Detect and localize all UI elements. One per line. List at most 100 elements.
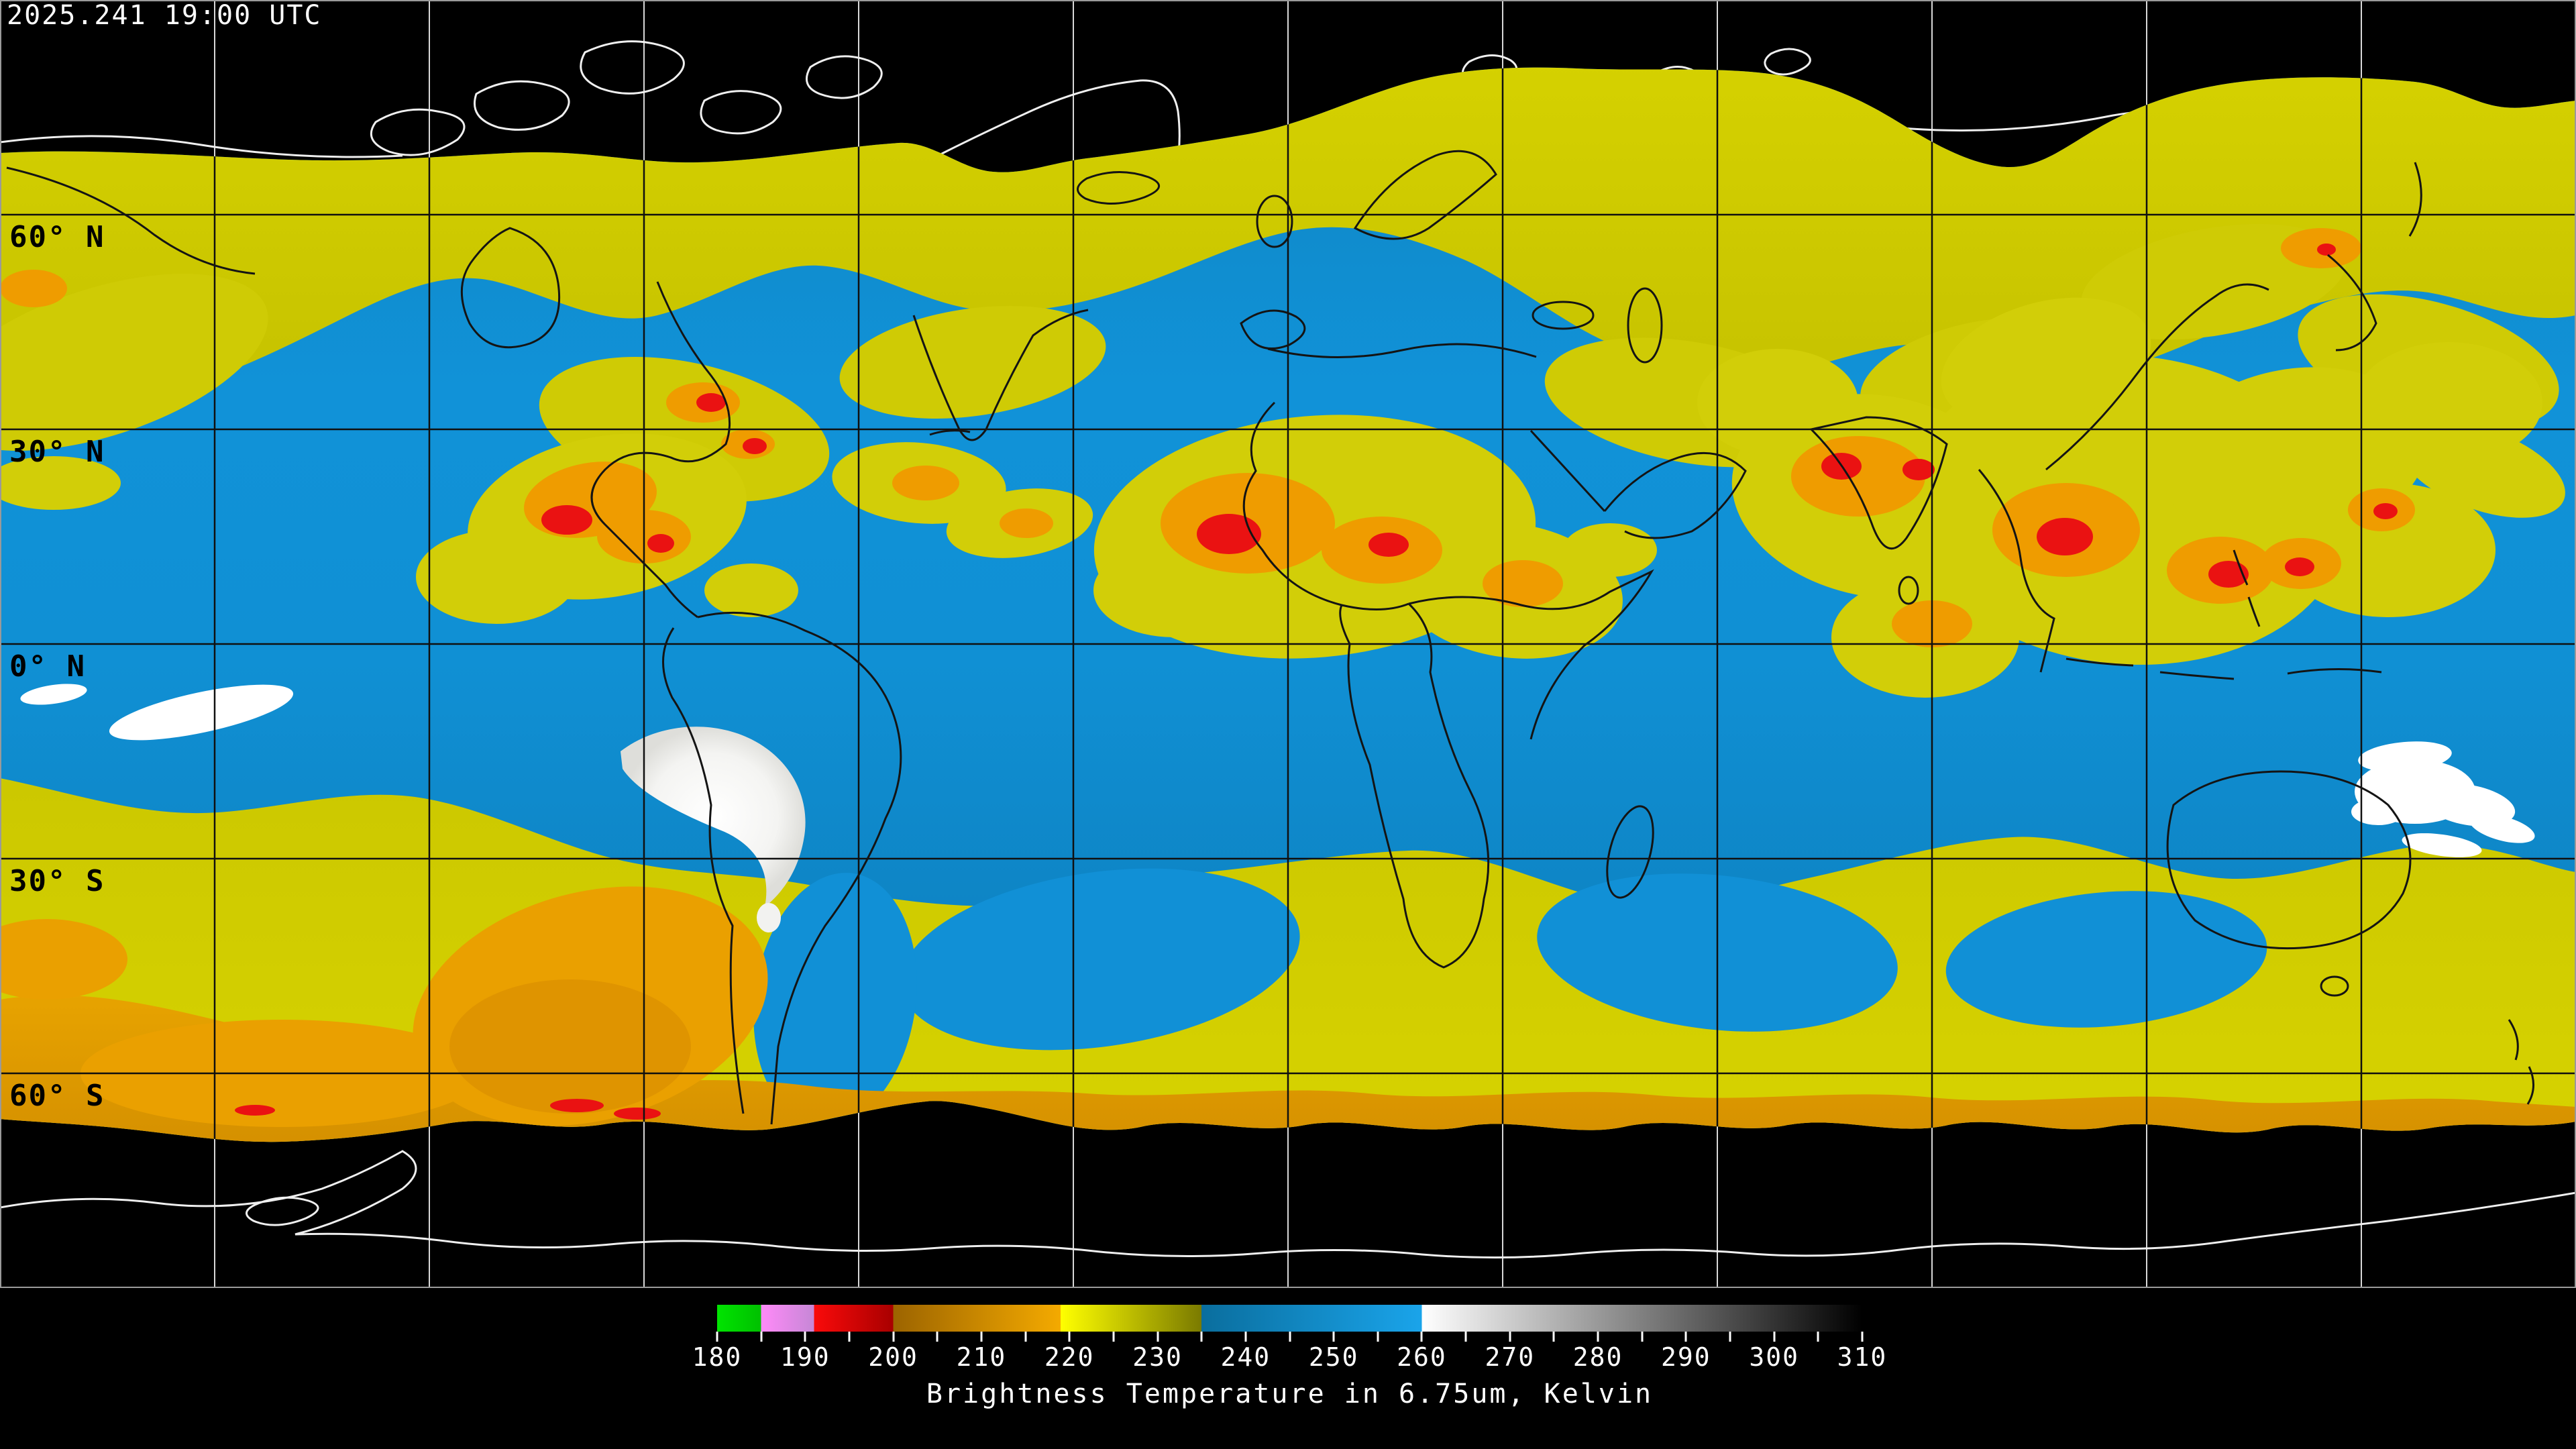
coastline-arabia — [1603, 451, 1747, 539]
colorbar-tick — [892, 1332, 895, 1342]
coastline-madagascar — [1606, 805, 1654, 899]
coastline-north-america-east — [590, 281, 731, 619]
colorbar-tick — [1420, 1332, 1423, 1342]
world-map-canvas — [0, 0, 2576, 1289]
colorbar-tick-label: 240 — [1220, 1342, 1271, 1372]
colorbar-tick-label: 190 — [780, 1342, 830, 1372]
colorbar-tick — [848, 1332, 851, 1342]
coastline-sri-lanka — [1898, 576, 1919, 605]
coastline-alaska-north — [0, 135, 403, 158]
coastline-mediterranean — [1267, 343, 1537, 359]
latitude-label: 60° N — [9, 220, 105, 254]
colorbar-tick-label: 250 — [1308, 1342, 1359, 1372]
colorbar-tick-label: 200 — [868, 1342, 918, 1372]
colorbar-tick-label: 290 — [1661, 1342, 1711, 1372]
coastline-australia — [2166, 770, 2412, 950]
colorbar-tick — [716, 1332, 718, 1342]
latitude-label: 0° N — [9, 649, 86, 684]
colorbar-tick — [1684, 1332, 1687, 1342]
coastline-africa-horn — [1408, 569, 1654, 740]
coastline-arctic-island — [1764, 48, 1811, 76]
colorbar-tick — [1817, 1332, 1819, 1342]
coastline-iceland — [1077, 171, 1160, 205]
colorbar-tick-label: 270 — [1485, 1342, 1536, 1372]
colorbar-tick-label: 260 — [1397, 1342, 1447, 1372]
colorbar-gradient — [717, 1305, 1862, 1332]
latitude-label: 30° S — [9, 864, 105, 898]
coastline-red-sea — [1529, 429, 1606, 513]
coastline-philippines — [2233, 549, 2261, 627]
coastline-indochina — [1978, 469, 2055, 673]
coastline-arctic-island — [805, 55, 883, 99]
coastline-tasmania — [2320, 975, 2349, 997]
latitude-label: 30° N — [9, 435, 105, 469]
colorbar-tick-label: 210 — [956, 1342, 1007, 1372]
colorbar-tick-label: 280 — [1572, 1342, 1623, 1372]
coastline-japan — [2327, 254, 2377, 352]
colorbar-tick — [980, 1332, 983, 1342]
coastline-greenland-south — [912, 309, 1089, 441]
colorbar-tick — [936, 1332, 938, 1342]
world-map-area: 2025.241 19:00 UTC 60° N 30° N 0° N 30° S 60… — [0, 0, 2576, 1289]
timestamp-label: 2025.241 19:00 UTC — [7, 0, 322, 31]
colorbar-tick — [1289, 1332, 1291, 1342]
colorbar-tick — [1024, 1332, 1027, 1342]
colorbar-tick-label: 230 — [1132, 1342, 1183, 1372]
coastline-india — [1809, 416, 1948, 550]
coastline-antarctica-detail — [246, 1196, 319, 1226]
latitude-label: 60° S — [9, 1079, 105, 1113]
coastline-britain — [1256, 195, 1293, 248]
colorbar-tick — [804, 1332, 806, 1342]
colorbar-tick — [1377, 1332, 1379, 1342]
colorbar-tick — [1729, 1332, 1731, 1342]
coastline-south-america-east — [697, 611, 902, 1125]
colorbar-tick — [1773, 1332, 1776, 1342]
colorbar-tick-label: 180 — [692, 1342, 743, 1372]
coastlines-over-data — [6, 150, 2534, 1125]
colorbar-tick-label: 310 — [1837, 1342, 1888, 1372]
coastline-caribbean — [929, 429, 971, 436]
orange-core-south — [449, 979, 691, 1114]
coastline-kamchatka — [2408, 162, 2422, 237]
coastline-caspian-sea — [1627, 287, 1663, 364]
colorbar-tick — [1464, 1332, 1467, 1342]
colorbar-tick — [1244, 1332, 1247, 1342]
coastline-iberia — [1240, 309, 1306, 350]
coastline-arctic-island — [580, 40, 685, 95]
coastline-indonesia — [2065, 657, 2382, 680]
coastline-alaska — [6, 166, 256, 275]
colorbar-tick — [760, 1332, 763, 1342]
itcz-convection — [0, 228, 2565, 1120]
coastline-africa-south — [1339, 602, 1490, 969]
coastline-hudson-bay — [460, 227, 561, 349]
coastline-scandinavia — [1353, 150, 1497, 240]
coastline-south-america-west — [662, 627, 745, 1114]
colorbar-tick-label: 220 — [1044, 1342, 1095, 1372]
colorbar-tick — [1509, 1332, 1511, 1342]
coastline-new-zealand — [2508, 1019, 2534, 1105]
colorbar-tick — [1641, 1332, 1644, 1342]
colorbar-tick — [1068, 1332, 1071, 1342]
colorbar-tick — [1861, 1332, 1864, 1342]
colorbar-tick — [1552, 1332, 1555, 1342]
coastline-arctic-island — [700, 90, 782, 135]
colorbar-tick — [1112, 1332, 1115, 1342]
colorbar-legend: 180 190 200 210 220 230 240 250 260 270 280 290 300 3… — [692, 1305, 1886, 1412]
colorbar-tick — [1332, 1332, 1335, 1342]
coastline-africa-west — [1242, 401, 1409, 611]
coastline-china — [2045, 283, 2269, 471]
warm-dry-white-patches — [20, 684, 2535, 932]
coastline-arctic-island — [473, 80, 570, 131]
convective-core-red — [235, 244, 2398, 1120]
gridlines-over-data — [0, 67, 2576, 1142]
coastline-black-sea — [1532, 301, 1595, 330]
colorbar-caption: Brightness Temperature in 6.75um, Kelvin — [926, 1379, 1654, 1409]
colorbar-tick — [1157, 1332, 1159, 1342]
colorbar-tick-label: 300 — [1749, 1342, 1800, 1372]
colorbar-tick — [1597, 1332, 1599, 1342]
brightness-temperature-field — [0, 67, 2576, 1142]
coastline-arctic-island — [370, 108, 466, 156]
colorbar-tick — [1200, 1332, 1203, 1342]
coastline-antarctica — [0, 1150, 2576, 1259]
